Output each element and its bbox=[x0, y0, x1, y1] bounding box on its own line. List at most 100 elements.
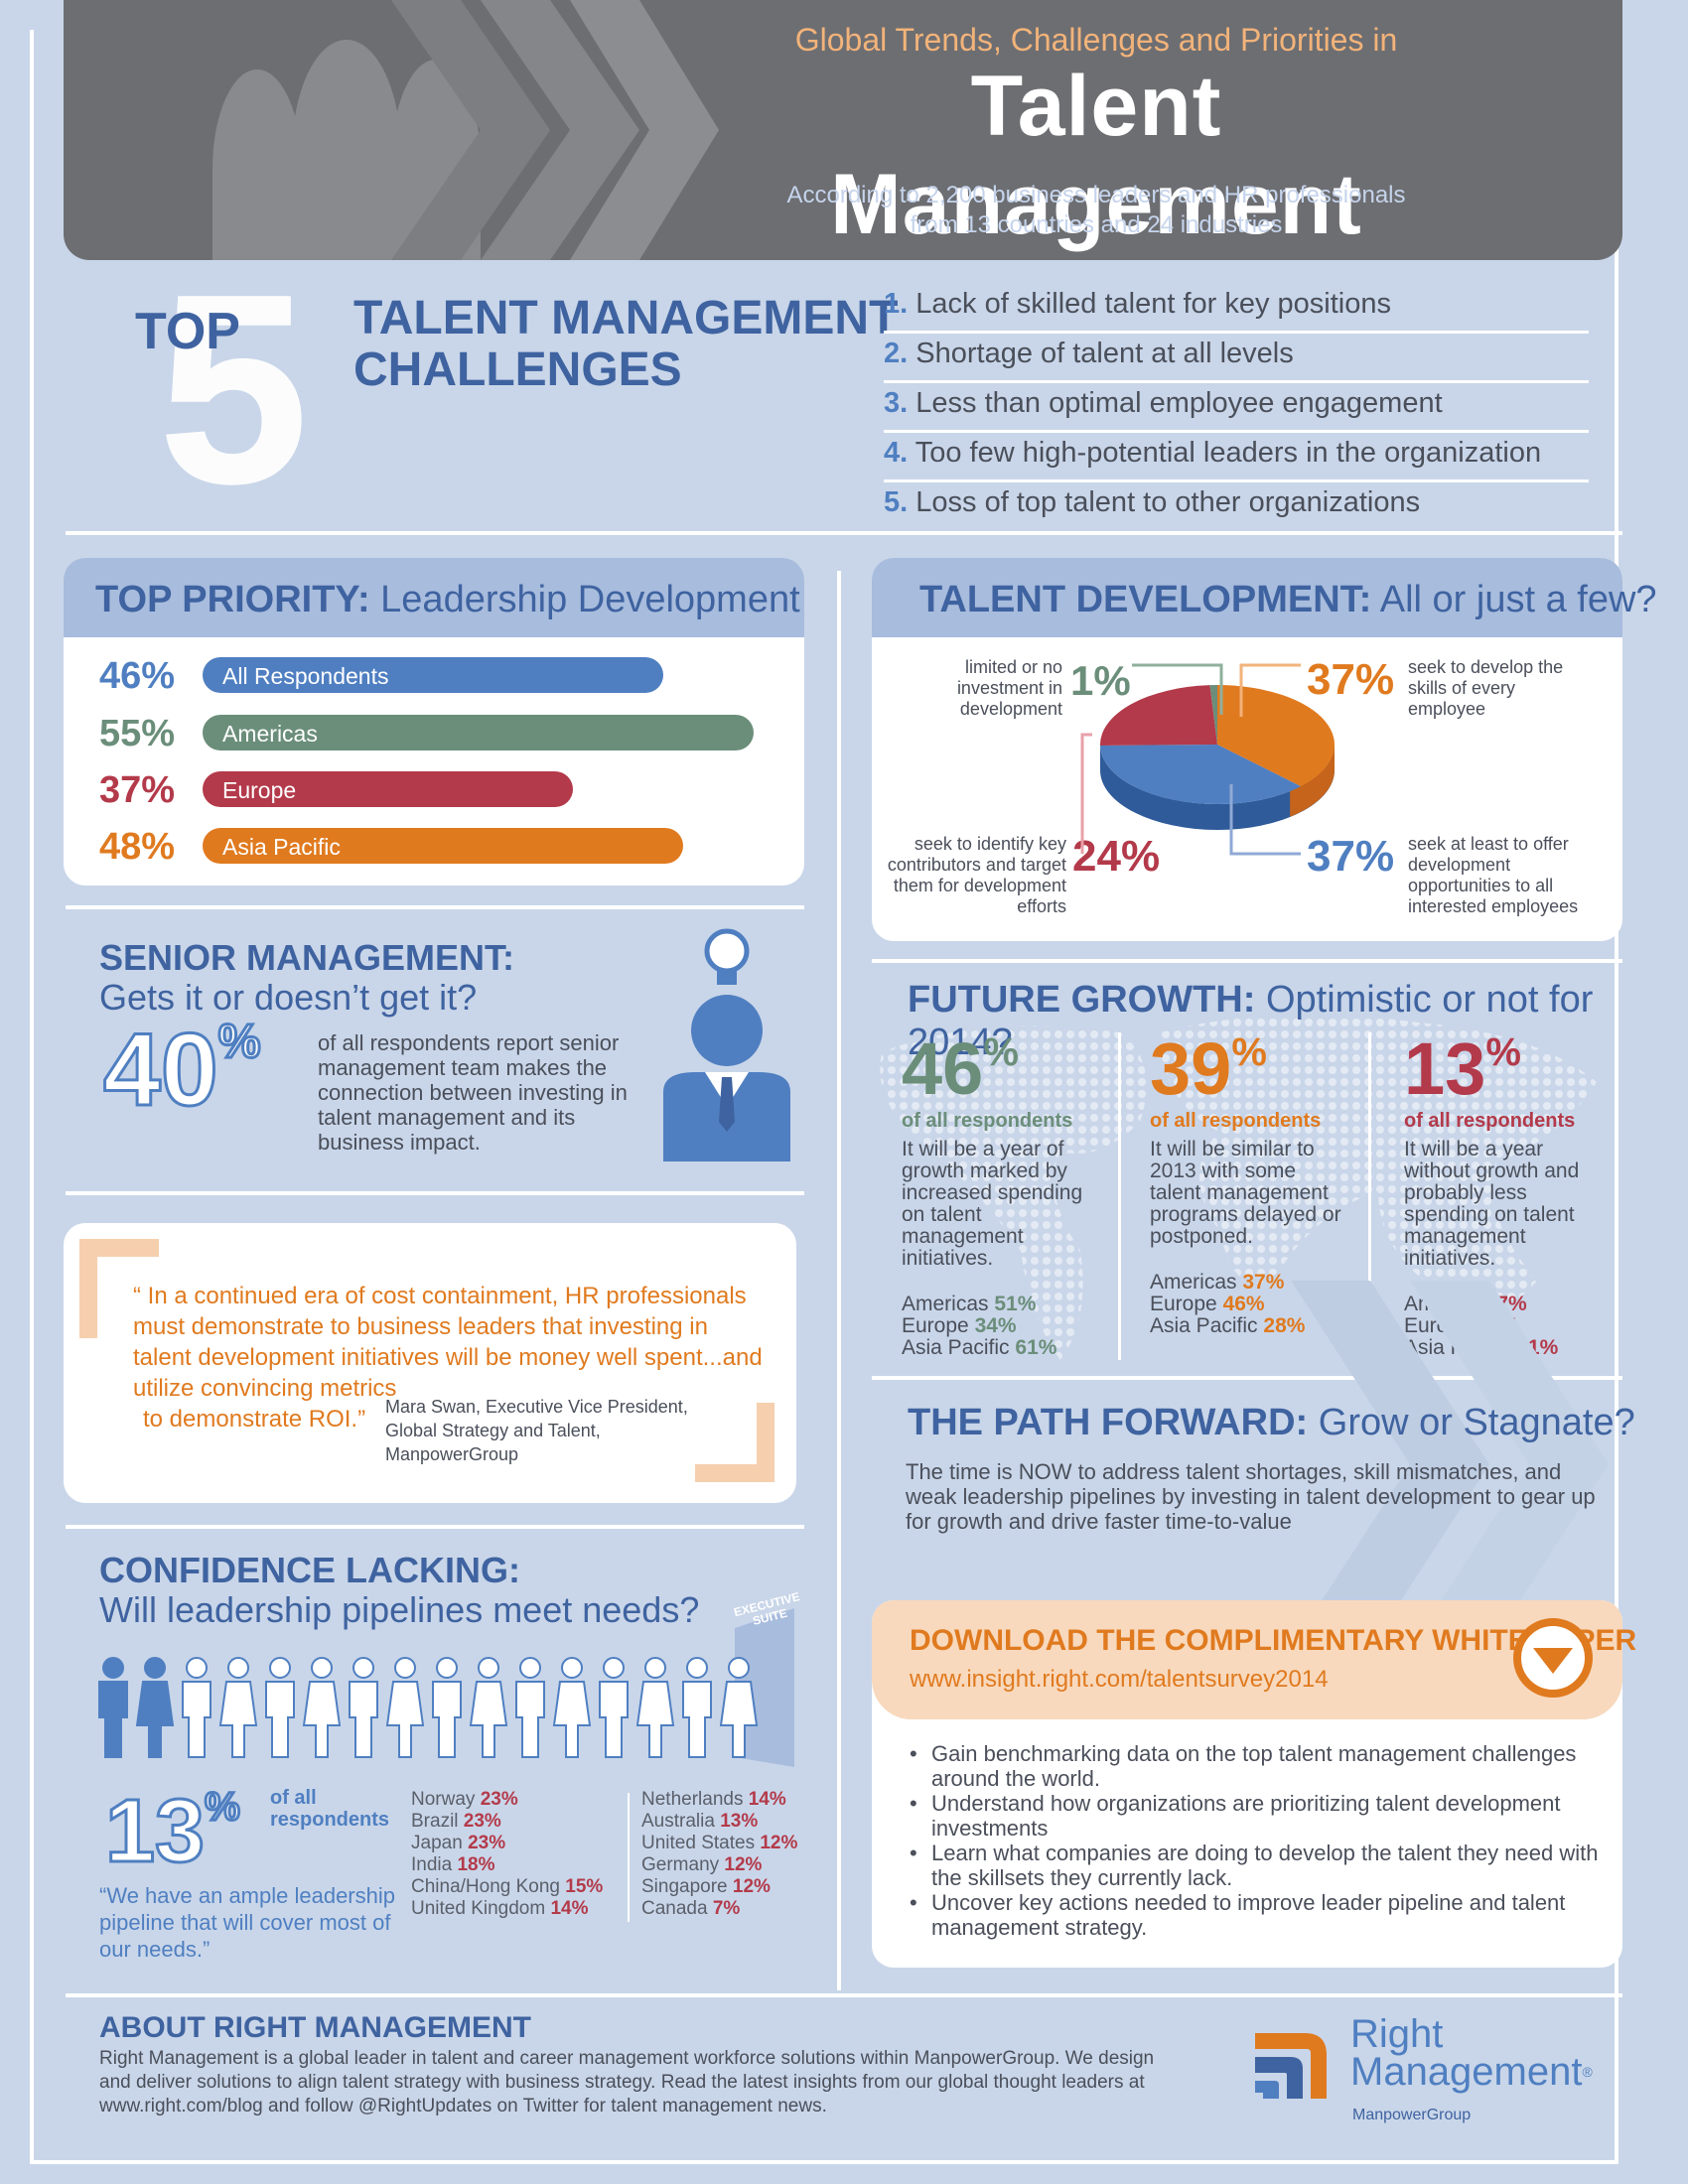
person-icon bbox=[682, 1657, 712, 1758]
confidence-big-number: 13% bbox=[103, 1786, 241, 1878]
about-text: Right Management is a global leader in t… bbox=[99, 2048, 1155, 2116]
download-arrow-icon[interactable] bbox=[1511, 1616, 1595, 1700]
section-divider bbox=[872, 1376, 1622, 1380]
country-pct: 13% bbox=[720, 1811, 759, 1832]
region-name: Americas bbox=[1150, 1271, 1237, 1294]
challenge-item: 3. Less than optimal employee engagement bbox=[884, 383, 1589, 433]
slice-pct: 24% bbox=[1072, 832, 1161, 881]
country-pct: 12% bbox=[732, 1876, 771, 1897]
future-desc: It will be a year of growth marked by in… bbox=[902, 1138, 1083, 1270]
future-big: 39% bbox=[1150, 1032, 1378, 1106]
top5-heading-line: CHALLENGES bbox=[353, 343, 682, 396]
senior-title-bold: SENIOR MANAGEMENT: bbox=[99, 937, 515, 978]
person-icon bbox=[635, 1657, 675, 1758]
section-divider bbox=[872, 959, 1622, 963]
talent-dev-title-bold: TALENT DEVELOPMENT: bbox=[919, 579, 1372, 620]
future-big-value: 46 bbox=[902, 1027, 984, 1110]
region-pct: 37% bbox=[1242, 1271, 1285, 1294]
country-row: Germany 12% bbox=[641, 1854, 830, 1876]
priority-bar-row: 37% Europe bbox=[99, 769, 794, 811]
slice-pct: 1% bbox=[1070, 657, 1131, 704]
future-big: 13% bbox=[1404, 1032, 1632, 1106]
country-pct: 7% bbox=[712, 1898, 741, 1919]
priority-bar-row: 48% Asia Pacific bbox=[99, 826, 794, 868]
challenge-num: 5. bbox=[884, 486, 909, 518]
person-icon bbox=[432, 1657, 462, 1758]
bar: Asia Pacific bbox=[203, 828, 683, 864]
quote-bracket-close bbox=[695, 1403, 774, 1482]
people-row bbox=[93, 1656, 788, 1765]
challenge-num: 3. bbox=[884, 387, 909, 419]
pie-side bbox=[1290, 745, 1335, 817]
country-name: Brazil bbox=[411, 1811, 459, 1832]
country-row: Australia 13% bbox=[641, 1811, 830, 1833]
region-name: Europe bbox=[902, 1314, 969, 1337]
country-name: Japan bbox=[411, 1833, 463, 1853]
region-row: Americas 51% bbox=[902, 1294, 1130, 1315]
country-name: China/Hong Kong bbox=[411, 1876, 560, 1897]
quote-bracket-open bbox=[79, 1239, 159, 1338]
confidence-big-value: 13 bbox=[103, 1782, 206, 1881]
slice-desc: seek at least to offer development oppor… bbox=[1408, 834, 1579, 916]
bar-pct: 55% bbox=[99, 713, 176, 754]
bullet-item: Gain benchmarking data on the top talent… bbox=[910, 1741, 1605, 1791]
future-regions: Americas 51% Europe 34% Asia Pacific 61% bbox=[902, 1294, 1130, 1359]
future-title-bold: FUTURE GROWTH: bbox=[908, 979, 1256, 1021]
person-icon bbox=[218, 1657, 258, 1758]
person-icon bbox=[349, 1657, 378, 1758]
quote-text: “ In a continued era of cost containment… bbox=[133, 1281, 769, 1434]
section-divider bbox=[66, 905, 804, 909]
senior-text: of all respondents report senior managem… bbox=[318, 1030, 628, 1155]
bullet-item: Learn what companies are doing to develo… bbox=[910, 1841, 1605, 1890]
challenge-text: Lack of skilled talent for key positions bbox=[915, 288, 1391, 320]
column-divider bbox=[837, 571, 841, 1990]
top5-big-five: 5 bbox=[158, 240, 309, 539]
silhouette-person bbox=[292, 40, 401, 260]
respondents-line: respondents bbox=[270, 1809, 390, 1831]
country-row: China/Hong Kong 15% bbox=[411, 1876, 630, 1898]
confidence-title-bold: CONFIDENCE LACKING: bbox=[99, 1550, 520, 1590]
right-management-logo-icon bbox=[1255, 2033, 1327, 2099]
challenges-list: 1. Lack of skilled talent for key positi… bbox=[884, 284, 1589, 532]
world-map-dots bbox=[880, 1015, 1597, 1360]
country-pct: 14% bbox=[748, 1789, 786, 1810]
bar: Americas bbox=[203, 715, 754, 751]
pie-leader-lines bbox=[1080, 663, 1301, 856]
person-icon bbox=[719, 1657, 759, 1758]
logo-line: Management bbox=[1350, 2050, 1583, 2094]
priority-bar-row: 55% Americas bbox=[99, 713, 794, 754]
executive-suite-door-icon bbox=[735, 1608, 794, 1767]
country-row: Singapore 12% bbox=[641, 1876, 830, 1898]
priority-title: TOP PRIORITY: Leadership Development bbox=[95, 579, 800, 621]
future-big-sup: % bbox=[1485, 1030, 1521, 1074]
future-title-rest: Optimistic or not for 2014? bbox=[908, 979, 1594, 1063]
priority-bar-row: 46% All Respondents bbox=[99, 655, 794, 697]
country-row: Netherlands 14% bbox=[641, 1789, 830, 1811]
challenge-item: 1. Lack of skilled talent for key positi… bbox=[884, 284, 1589, 334]
section-divider bbox=[66, 1525, 804, 1529]
region-row: Americas 37% bbox=[1150, 1272, 1378, 1294]
country-row: United States 12% bbox=[641, 1833, 830, 1854]
region-name: Asia Pacific bbox=[1150, 1314, 1258, 1337]
region-row: Asia Pacific 61% bbox=[902, 1337, 1130, 1359]
quote-attribution: Mara Swan, Executive Vice President, Glo… bbox=[385, 1395, 688, 1466]
logo-reg: ® bbox=[1582, 2064, 1593, 2080]
country-name: Norway bbox=[411, 1789, 476, 1810]
download-header bbox=[872, 1600, 1622, 1719]
bar-pct: 37% bbox=[99, 769, 176, 811]
challenge-item: 5. Loss of top talent to other organizat… bbox=[884, 482, 1589, 532]
talent-dev-title: TALENT DEVELOPMENT: All or just a few? bbox=[919, 579, 1657, 621]
download-url[interactable]: www.insight.right.com/talentsurvey2014 bbox=[910, 1666, 1329, 1693]
top5-heading-line: TALENT MANAGEMENT bbox=[353, 292, 899, 344]
future-divider bbox=[1368, 1032, 1371, 1360]
region-pct: 51% bbox=[994, 1293, 1037, 1315]
region-row: Europe 46% bbox=[1150, 1294, 1378, 1315]
download-bullets: Gain benchmarking data on the top talent… bbox=[910, 1741, 1605, 1940]
region-pct: 28% bbox=[1263, 1314, 1306, 1337]
country-name: Germany bbox=[641, 1854, 720, 1875]
country-name: Canada bbox=[641, 1898, 708, 1919]
country-pct: 23% bbox=[480, 1789, 518, 1810]
talent-dev-title-rest: All or just a few? bbox=[1371, 579, 1657, 620]
person-icon bbox=[385, 1657, 425, 1758]
senior-title-rest: Gets it or doesn’t get it? bbox=[99, 977, 478, 1018]
